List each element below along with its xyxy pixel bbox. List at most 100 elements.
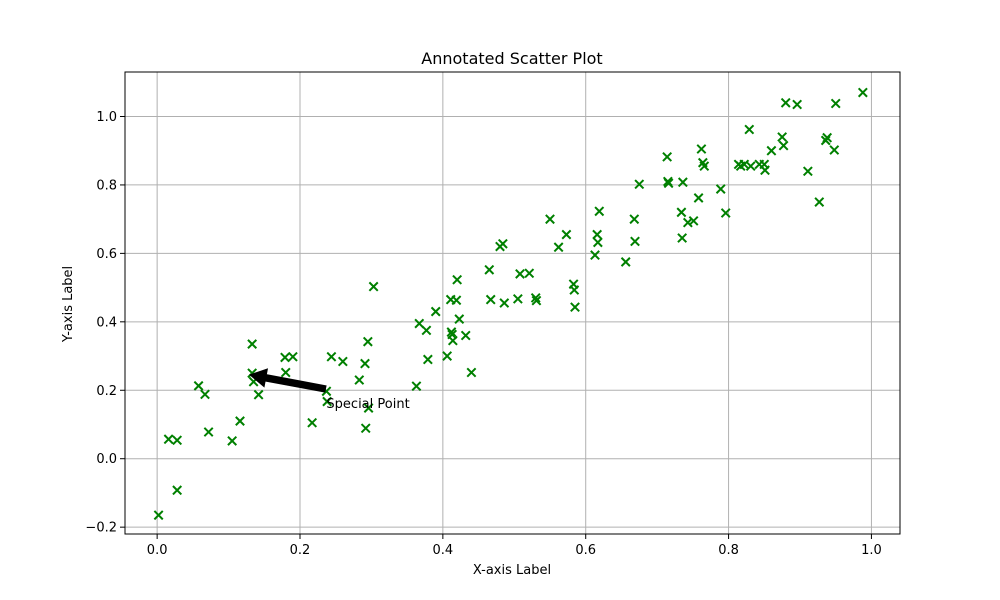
data-point-marker <box>594 206 605 217</box>
data-point-marker <box>780 97 791 108</box>
data-point-marker <box>814 197 825 207</box>
data-point-marker <box>682 217 693 228</box>
data-point-marker <box>662 151 673 162</box>
data-point-marker <box>778 140 789 151</box>
data-point-marker <box>822 132 833 143</box>
data-point-marker <box>203 427 214 437</box>
data-point-marker <box>421 325 432 336</box>
data-point-marker <box>485 294 496 305</box>
data-point-marker <box>561 229 572 240</box>
data-point-marker <box>322 396 333 407</box>
data-point-marker <box>745 161 756 172</box>
grid <box>125 72 900 534</box>
x-tick-label: 0.4 <box>433 543 454 558</box>
data-point-marker <box>629 214 640 225</box>
data-point-marker <box>857 87 868 98</box>
data-point-marker <box>326 351 337 362</box>
data-point-marker <box>253 389 264 400</box>
data-point-marker <box>497 238 508 249</box>
data-point-marker <box>590 250 600 260</box>
data-point-marker <box>693 193 704 203</box>
data-point-marker <box>802 166 813 177</box>
data-point-marker <box>592 237 603 248</box>
data-point-marker <box>411 381 422 392</box>
data-point-marker <box>515 269 525 279</box>
data-point-marker <box>454 314 465 324</box>
data-point-marker <box>422 354 433 365</box>
data-point-marker <box>688 215 699 226</box>
data-point-marker <box>696 144 707 154</box>
data-point-marker <box>570 302 580 313</box>
y-tick-label: −0.2 <box>85 521 117 536</box>
x-axis-label: X-axis Label <box>473 563 551 578</box>
data-point-marker <box>452 274 463 285</box>
y-tick-label: 1.0 <box>96 110 117 125</box>
data-point-marker <box>287 351 298 362</box>
x-tick-label: 0.6 <box>575 543 596 558</box>
y-tick-label: 0.4 <box>96 315 117 330</box>
data-point-marker <box>337 356 348 367</box>
annotation: Special Point <box>248 368 410 412</box>
data-point-marker <box>354 375 365 385</box>
annotation-label: Special Point <box>326 397 409 412</box>
data-point-marker <box>720 208 731 218</box>
data-point-marker <box>460 330 471 341</box>
data-point-marker <box>280 352 290 363</box>
data-point-marker <box>442 351 453 361</box>
data-point-marker <box>620 257 631 267</box>
data-point-marker <box>235 416 245 426</box>
data-point-marker <box>360 358 370 369</box>
y-axis-label: Y-axis Label <box>61 266 76 343</box>
data-point-marker <box>466 367 477 378</box>
data-point-marker <box>484 264 495 275</box>
data-point-marker <box>200 389 210 400</box>
data-point-marker <box>715 184 726 194</box>
data-point-marker <box>163 434 174 445</box>
x-tick-label: 0.2 <box>290 543 311 558</box>
data-point-marker <box>512 293 523 304</box>
plot-frame <box>124 71 901 535</box>
y-tick-label: 0.0 <box>96 452 117 467</box>
data-point-marker <box>634 179 645 190</box>
data-point-marker <box>227 436 238 446</box>
data-point-marker <box>307 417 318 428</box>
data-point-marker <box>569 285 580 295</box>
data-point-marker <box>630 236 640 247</box>
data-point-marker <box>363 403 374 413</box>
y-tick-label: 0.2 <box>96 384 117 399</box>
x-tick-label: 1.0 <box>861 543 882 558</box>
data-point-marker <box>447 335 458 346</box>
data-point-marker <box>430 306 441 317</box>
data-point-marker <box>553 242 564 253</box>
data-point-marker <box>446 327 457 337</box>
data-points <box>153 87 868 521</box>
data-point-marker <box>153 510 164 521</box>
data-point-marker <box>531 295 542 306</box>
data-point-marker <box>830 98 841 109</box>
data-point-marker <box>766 145 777 156</box>
data-point-marker <box>829 145 840 155</box>
data-point-marker <box>451 295 462 306</box>
annotation-arrow <box>248 368 327 393</box>
data-point-marker <box>677 177 688 188</box>
data-point-marker <box>172 435 183 446</box>
axis-ticks: 0.0 0.2 0.4 0.6 0.8 1.0 −0.2 0.0 0.2 0.4 0.6 0.8 1.0 <box>85 110 881 558</box>
data-point-marker <box>362 336 373 347</box>
x-tick-label: 0.8 <box>718 543 739 558</box>
data-point-marker <box>368 281 379 292</box>
data-point-marker <box>530 292 541 303</box>
data-point-marker <box>193 380 204 391</box>
data-point-marker <box>247 339 258 349</box>
data-point-marker <box>499 298 510 308</box>
data-point-marker <box>760 165 770 176</box>
data-point-marker <box>360 423 371 434</box>
data-point-marker <box>545 214 555 225</box>
x-tick-label: 0.0 <box>147 543 168 558</box>
data-point-marker <box>792 99 803 110</box>
data-point-marker <box>172 485 183 496</box>
data-point-marker <box>592 229 603 240</box>
data-point-marker <box>744 124 755 135</box>
data-point-marker <box>280 367 291 378</box>
